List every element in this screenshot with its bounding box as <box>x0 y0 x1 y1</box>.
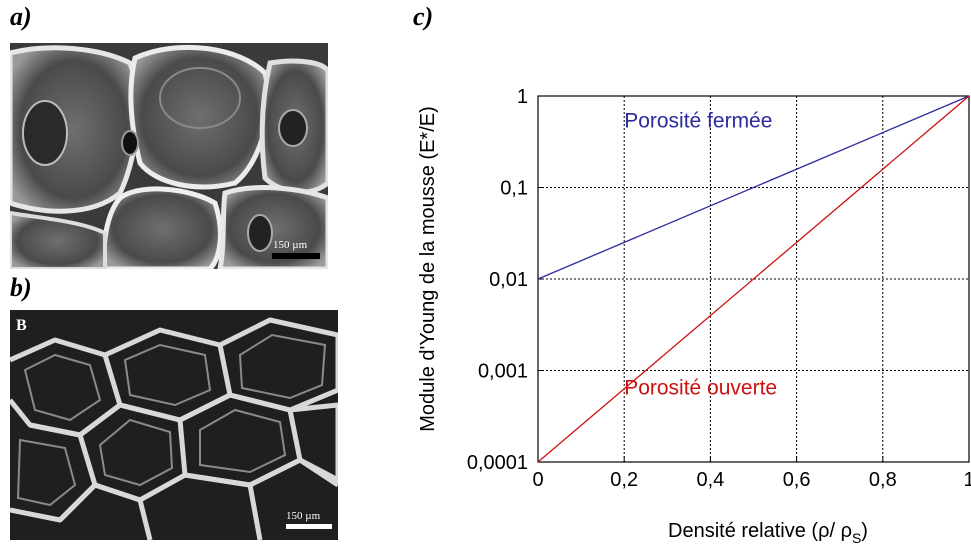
x-tick-label: 1 <box>963 469 971 491</box>
x-axis-title-subscript: S <box>852 530 861 546</box>
series-line-1 <box>537 95 970 463</box>
x-tick-label: 0,6 <box>783 469 811 491</box>
panel-label-a: a) <box>10 2 32 31</box>
x-tick-label: 0 <box>532 469 543 491</box>
y-tick-label: 0,001 <box>478 361 528 383</box>
x-tick-label: 0,4 <box>696 469 724 491</box>
series-label-0: Porosité fermée <box>624 110 772 133</box>
series-label-1: Porosité ouverte <box>624 376 777 399</box>
x-axis-title-close: ) <box>861 520 868 542</box>
open-cell-foam-micrograph: B 150 µm <box>10 310 338 540</box>
y-tick-label: 0,1 <box>500 178 528 200</box>
panel-label-b: b) <box>10 273 32 302</box>
y-tick-label: 1 <box>517 86 528 108</box>
chart-series <box>537 95 970 463</box>
chart-grid <box>538 96 969 462</box>
y-tick-label: 0,0001 <box>467 452 528 474</box>
scale-bar-label-b: 150 µm <box>286 510 321 522</box>
scale-bar-label-a: 150 µm <box>273 239 308 251</box>
chart-labels: 0 0,2 0,4 0,6 0,8 1 0,0001 0,001 0,01 0,1 1 Porosit… <box>467 86 971 491</box>
x-tick-label: 0,2 <box>610 469 638 491</box>
micrograph-b-corner-letter: B <box>16 317 27 334</box>
series-line-0 <box>537 95 970 280</box>
x-axis-title: Densité relative (ρ/ ρS) <box>668 520 868 546</box>
panel-label-c: c) <box>413 2 434 31</box>
x-tick-label: 0,8 <box>869 469 897 491</box>
x-axis-title-main: Densité relative (ρ/ ρ <box>668 520 852 542</box>
closed-cell-foam-micrograph: 150 µm <box>10 43 328 269</box>
y-tick-label: 0,01 <box>489 269 528 291</box>
y-axis-title: Module d'Young de la mousse (E*/E) <box>417 106 439 432</box>
